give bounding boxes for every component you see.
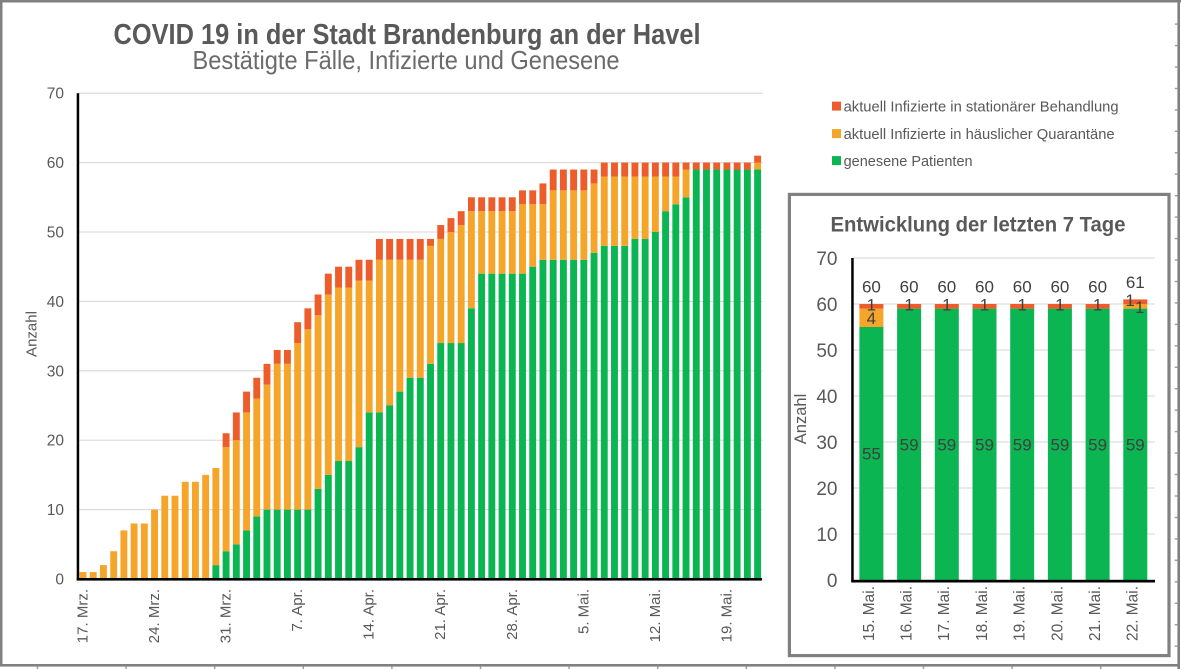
svg-text:1: 1 <box>942 295 951 314</box>
svg-text:15. Mai.: 15. Mai. <box>861 586 878 641</box>
svg-text:1: 1 <box>1125 291 1134 310</box>
svg-text:16. Mai.: 16. Mai. <box>899 586 916 641</box>
svg-text:20. Mai.: 20. Mai. <box>1049 586 1066 641</box>
svg-text:21. Mai.: 21. Mai. <box>1087 586 1104 641</box>
svg-text:60: 60 <box>975 278 994 297</box>
svg-text:19. Mai.: 19. Mai. <box>718 589 735 642</box>
svg-text:1: 1 <box>1135 298 1144 317</box>
svg-text:59: 59 <box>1013 435 1032 454</box>
svg-text:59: 59 <box>1088 435 1107 454</box>
svg-text:60: 60 <box>900 278 919 297</box>
svg-text:60: 60 <box>1013 278 1032 297</box>
svg-text:Bestätigte Fälle, Infizierte u: Bestätigte Fälle, Infizierte und Genesen… <box>193 45 620 75</box>
svg-text:aktuell Infizierte in stationä: aktuell Infizierte in stationärer Behand… <box>844 98 1119 115</box>
svg-text:21. Apr.: 21. Apr. <box>432 589 449 640</box>
svg-text:10: 10 <box>816 525 837 546</box>
svg-text:60: 60 <box>1050 278 1069 297</box>
svg-text:Anzahl: Anzahl <box>24 311 41 357</box>
svg-text:7. Apr.: 7. Apr. <box>289 589 306 632</box>
svg-text:Entwicklung der letzten 7 Tage: Entwicklung der letzten 7 Tage <box>831 214 1126 237</box>
svg-text:55: 55 <box>862 445 881 464</box>
svg-text:31. Mrz.: 31. Mrz. <box>218 589 235 643</box>
svg-text:14. Apr.: 14. Apr. <box>361 589 378 640</box>
svg-text:30: 30 <box>47 363 65 380</box>
svg-text:1: 1 <box>1017 295 1026 314</box>
svg-text:40: 40 <box>816 387 837 408</box>
svg-text:Anzahl: Anzahl <box>792 394 810 444</box>
svg-text:5. Mai.: 5. Mai. <box>575 589 592 634</box>
svg-text:1: 1 <box>904 295 913 314</box>
svg-text:1: 1 <box>1055 295 1064 314</box>
svg-text:0: 0 <box>55 572 64 589</box>
svg-text:70: 70 <box>47 86 65 103</box>
svg-text:18. Mai.: 18. Mai. <box>974 586 991 641</box>
svg-text:0: 0 <box>827 571 838 592</box>
svg-text:40: 40 <box>47 294 65 311</box>
svg-text:60: 60 <box>862 278 881 297</box>
svg-text:59: 59 <box>1126 435 1145 454</box>
svg-text:1: 1 <box>1093 295 1102 314</box>
svg-text:12. Mai.: 12. Mai. <box>647 589 664 642</box>
svg-text:17. Mai.: 17. Mai. <box>936 586 953 641</box>
svg-text:60: 60 <box>47 155 65 172</box>
svg-text:19. Mai.: 19. Mai. <box>1012 586 1029 641</box>
svg-text:aktuell Infizierte in häuslich: aktuell Infizierte in häuslicher Quarant… <box>844 126 1115 143</box>
svg-text:61: 61 <box>1126 273 1145 292</box>
svg-text:22. Mai.: 22. Mai. <box>1125 586 1142 641</box>
svg-text:1: 1 <box>867 295 876 314</box>
svg-text:1: 1 <box>980 295 989 314</box>
svg-text:30: 30 <box>816 433 837 454</box>
svg-text:59: 59 <box>975 435 994 454</box>
svg-text:20: 20 <box>47 433 65 450</box>
svg-text:70: 70 <box>816 249 837 270</box>
svg-text:59: 59 <box>937 435 956 454</box>
svg-text:60: 60 <box>937 278 956 297</box>
svg-text:59: 59 <box>900 435 919 454</box>
svg-text:COVID 19 in der Stadt Brandenb: COVID 19 in der Stadt Brandenburg an der… <box>114 19 701 51</box>
svg-text:60: 60 <box>1088 278 1107 297</box>
svg-text:28. Apr.: 28. Apr. <box>504 589 521 640</box>
svg-text:24. Mrz.: 24. Mrz. <box>146 589 163 643</box>
svg-text:20: 20 <box>816 479 837 500</box>
svg-text:genesene Patienten: genesene Patienten <box>844 153 973 170</box>
svg-text:17. Mrz.: 17. Mrz. <box>75 589 92 643</box>
svg-text:10: 10 <box>47 502 65 519</box>
svg-text:59: 59 <box>1050 435 1069 454</box>
svg-text:4: 4 <box>867 309 876 328</box>
svg-text:60: 60 <box>816 295 837 316</box>
svg-text:50: 50 <box>816 341 837 362</box>
svg-text:50: 50 <box>47 225 65 242</box>
